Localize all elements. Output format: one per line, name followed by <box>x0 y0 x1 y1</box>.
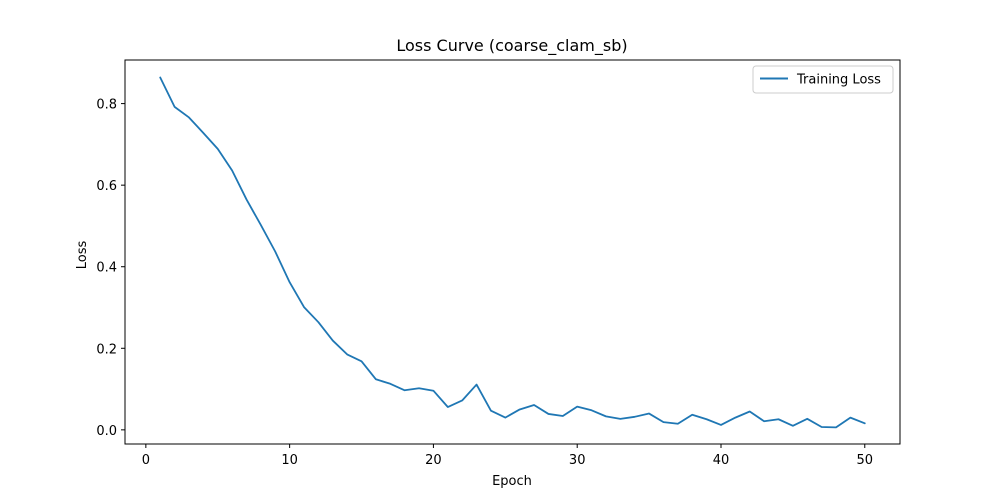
y-axis-label: Loss <box>75 241 90 270</box>
y-tick-label: 0.2 <box>96 342 117 357</box>
x-tick-label: 30 <box>569 453 586 468</box>
plot-frame <box>124 59 901 445</box>
series-layer <box>159 76 866 429</box>
x-tick-label: 20 <box>425 453 442 468</box>
y-axis-ticks: 0.0 0.2 0.4 0.6 0.8 <box>96 98 125 439</box>
y-tick-label: 0.6 <box>96 179 117 194</box>
legend-box <box>752 65 894 94</box>
x-tick-label: 50 <box>856 453 873 468</box>
legend: Training Loss <box>752 65 894 94</box>
y-tick-label: 0.8 <box>96 98 117 113</box>
x-tick-label: 40 <box>713 453 730 468</box>
y-tick-label: 0.4 <box>96 261 117 276</box>
x-axis-ticks: 0 10 20 30 40 50 <box>142 444 873 468</box>
chart-title: Loss Curve (coarse_clam_sb) <box>396 36 627 56</box>
x-tick-label: 0 <box>142 453 150 468</box>
series-line-training-loss <box>159 76 866 429</box>
legend-label-training-loss: Training Loss <box>796 73 881 88</box>
y-tick-label: 0.0 <box>96 424 117 439</box>
x-axis-label: Epoch <box>492 474 532 489</box>
x-tick-label: 10 <box>281 453 298 468</box>
